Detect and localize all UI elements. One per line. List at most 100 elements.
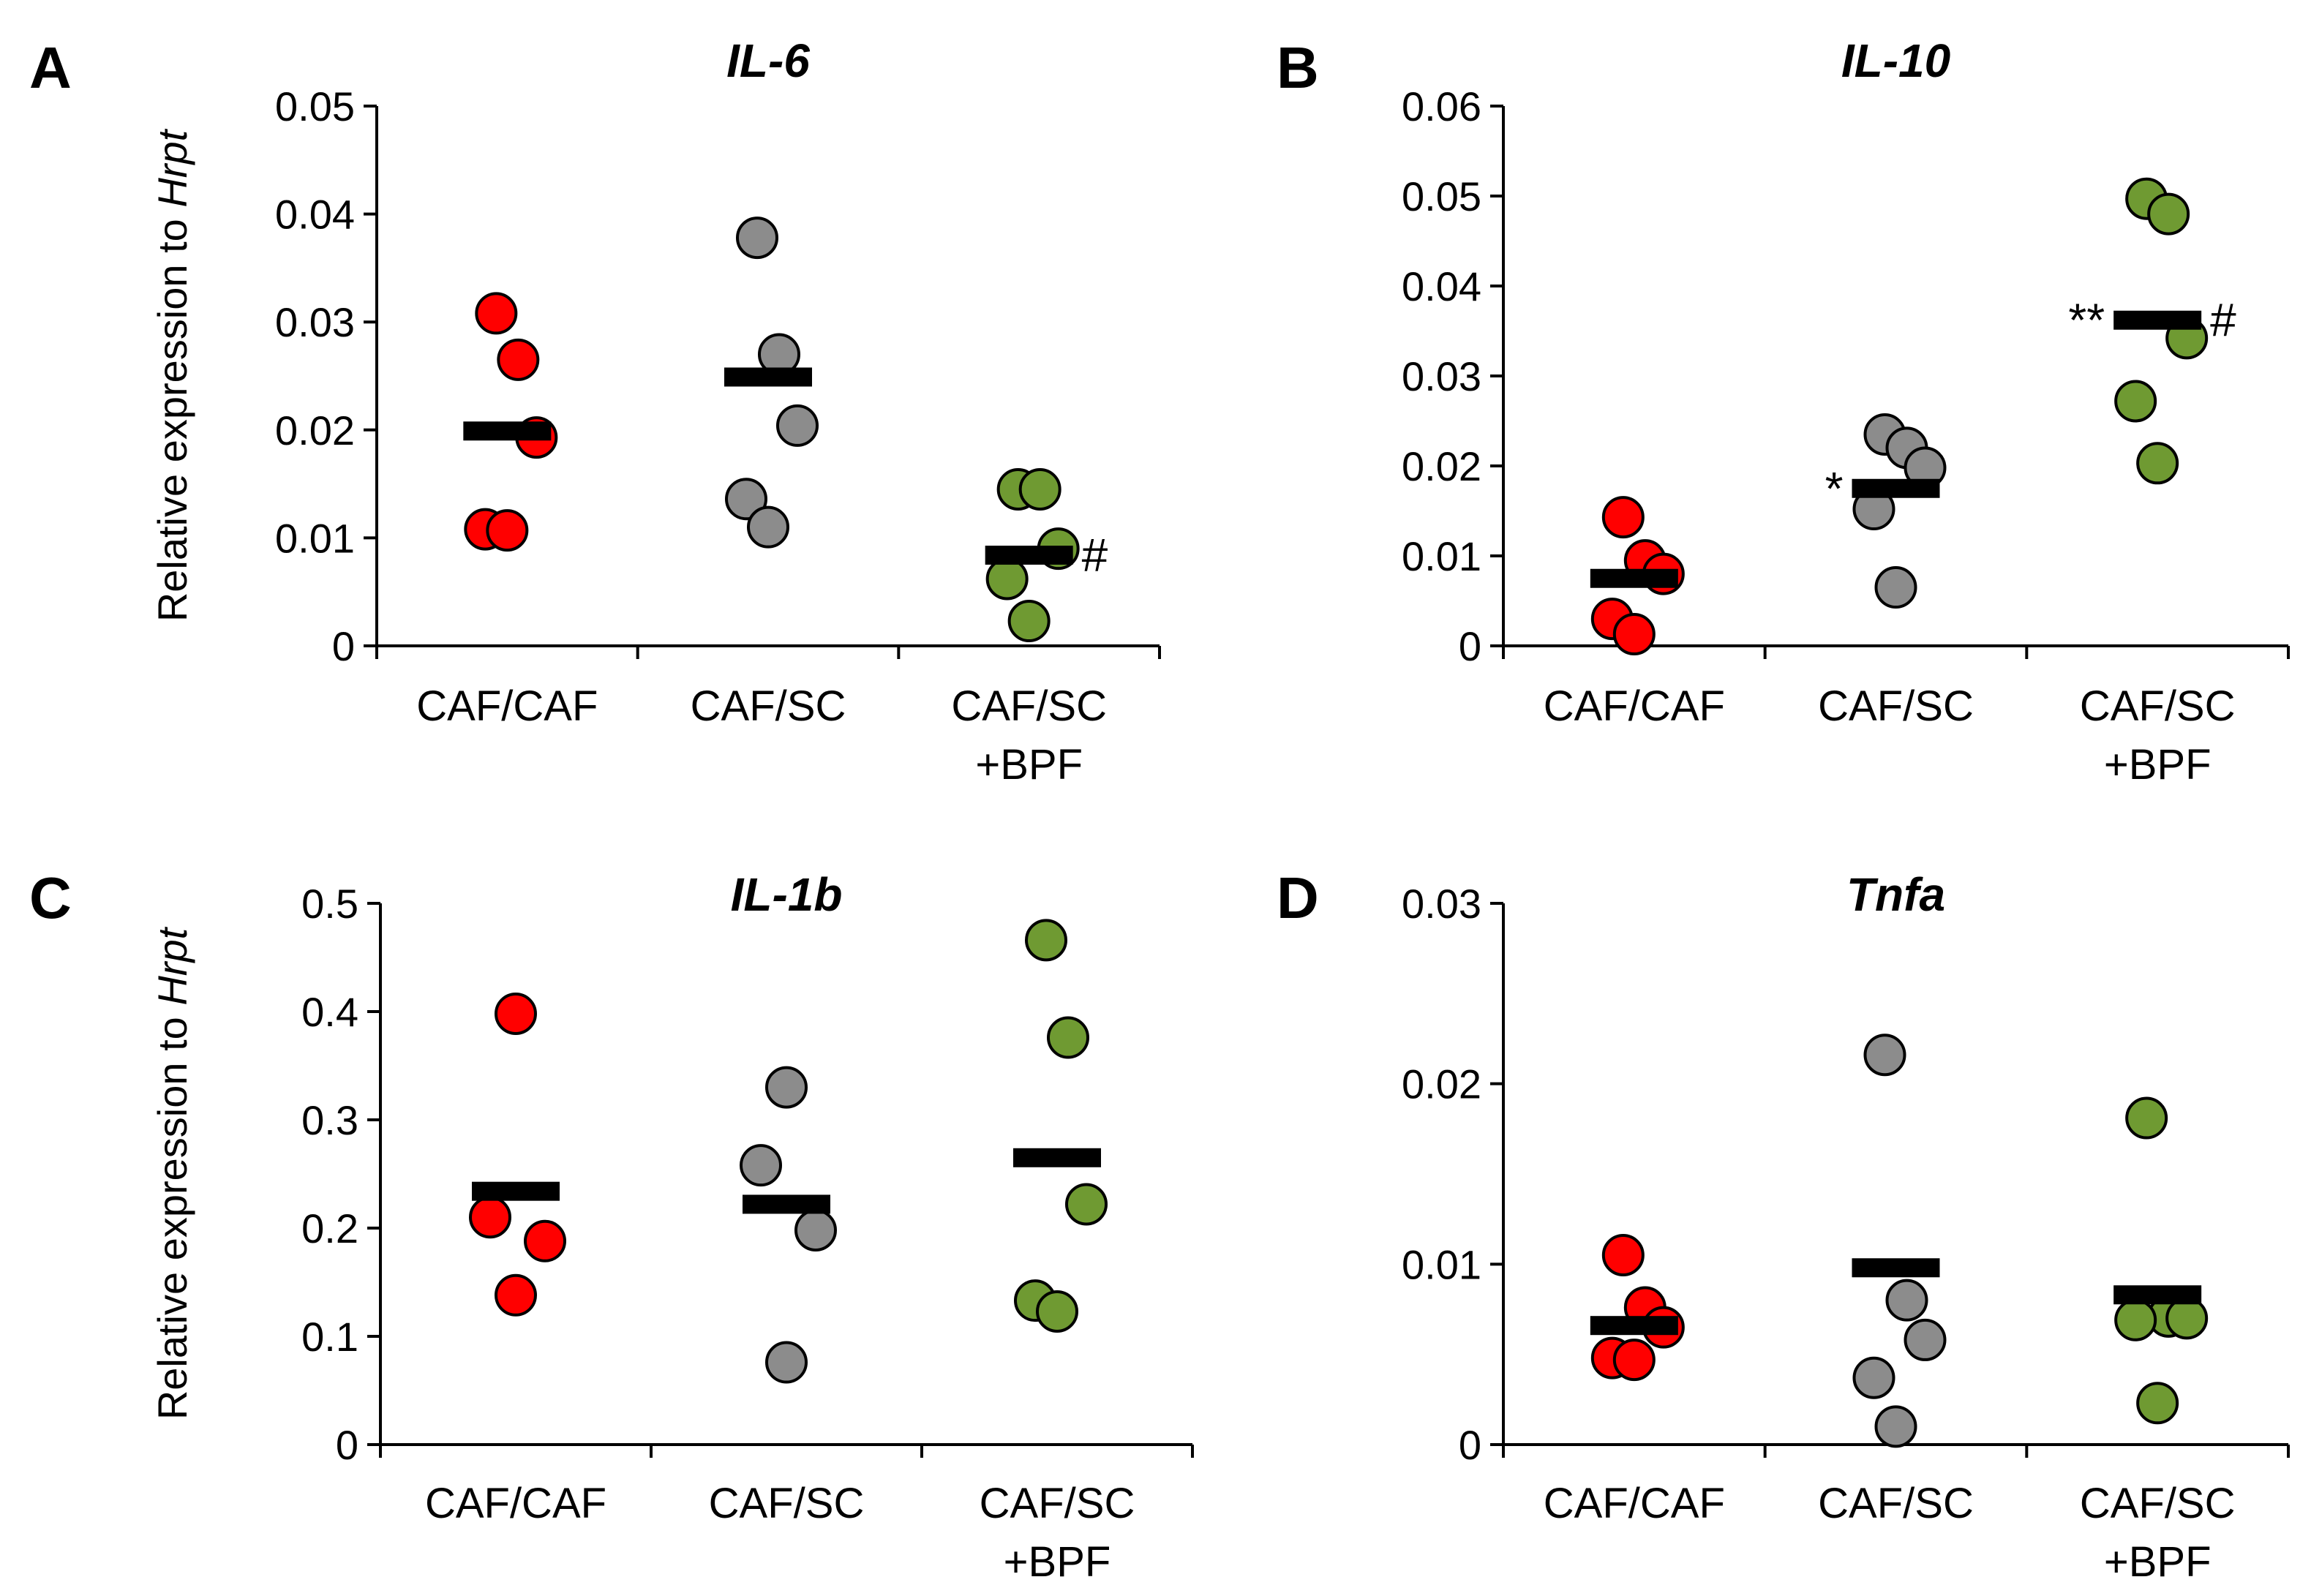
y-axis-label: Relative expression to Hrpt (149, 128, 195, 622)
x-tick-label: CAF/SC (980, 1480, 1135, 1527)
mean-bar (985, 546, 1073, 565)
mean-bar (1590, 568, 1678, 588)
data-point (1036, 1290, 1078, 1333)
y-tick-label: 0.02 (1402, 1061, 1481, 1107)
y-tick-label: 0.02 (1402, 443, 1481, 489)
data-point (765, 1341, 808, 1384)
significance-marker: ** (2068, 294, 2105, 347)
data-point (740, 1144, 782, 1187)
data-point (1601, 496, 1645, 539)
data-point (495, 992, 537, 1035)
data-point (2136, 1382, 2179, 1425)
mean-bar (463, 421, 552, 441)
x-tick-label: CAF/SC (1818, 1480, 1974, 1527)
x-tick-label: CAF/SC (951, 682, 1107, 730)
data-point (985, 557, 1029, 601)
data-point (486, 509, 529, 552)
x-tick-label: CAF/SC (2080, 1480, 2236, 1527)
y-tick-label: 0.5 (301, 881, 358, 927)
mean-bar (724, 367, 812, 387)
y-tick-label: 0.03 (1402, 881, 1481, 927)
y-tick-label: 0.2 (301, 1205, 358, 1251)
mean-bar (743, 1194, 830, 1214)
panel-letter: A (29, 35, 72, 100)
y-tick-label: 0.06 (1402, 83, 1481, 129)
y-tick-label: 0.04 (275, 192, 355, 238)
data-point (1863, 1034, 1906, 1077)
x-tick-label-line2: +BPF (2104, 741, 2212, 788)
data-point (475, 292, 518, 335)
y-tick-label: 0 (336, 1422, 358, 1468)
data-point (1874, 566, 1917, 609)
data-point (2114, 380, 2157, 423)
data-point (2165, 1297, 2209, 1340)
x-tick-label: CAF/CAF (1544, 682, 1725, 730)
y-tick-label: 0.02 (275, 407, 355, 453)
mean-bar (1013, 1148, 1101, 1167)
significance-marker: # (2210, 294, 2236, 347)
panel-letter: D (1277, 865, 1319, 930)
y-tick-label: 0.1 (301, 1314, 358, 1360)
x-tick-label: CAF/CAF (425, 1480, 606, 1527)
mean-bar (1852, 1258, 1940, 1278)
mean-bar (1590, 1316, 1678, 1336)
panel-d: D Tnfa 0 0.01 0.02 0.03 CAF/CAF CAF/SC CAF/SC +BP… (1277, 865, 2290, 1586)
data-point (2114, 1298, 2157, 1341)
x-tick-label: CAF/CAF (416, 682, 598, 730)
y-tick-label: 0.05 (275, 83, 355, 129)
data-point (747, 505, 789, 549)
y-tick-label: 0.4 (301, 989, 358, 1035)
data-point (2147, 192, 2190, 236)
panel-c: C IL-1b 0 0.1 0.2 0.3 0.4 0.5 CAF/CAF CAF/SC CAF/S… (29, 865, 1194, 1586)
data-point (497, 338, 540, 381)
y-tick-label: 0 (1459, 623, 1481, 669)
data-point (1612, 613, 1656, 656)
data-point (1065, 1183, 1108, 1226)
mean-bar (472, 1181, 560, 1201)
x-tick-label-line2: +BPF (2104, 1538, 2212, 1586)
y-tick-label: 0.01 (1402, 533, 1481, 579)
mean-bar (1852, 478, 1940, 498)
panel-letter: C (29, 865, 72, 930)
chart-title: IL-1b (731, 868, 843, 921)
data-point (1904, 1318, 1947, 1361)
significance-marker: # (1082, 529, 1108, 581)
x-tick-label: CAF/SC (691, 682, 846, 730)
y-tick-label: 0.04 (1402, 263, 1481, 309)
y-tick-label: 0.3 (301, 1097, 358, 1143)
x-tick-label: CAF/SC (1818, 682, 1974, 730)
y-tick-label: 0 (1459, 1422, 1481, 1468)
x-tick-label: CAF/CAF (1544, 1480, 1725, 1527)
data-point (2125, 1096, 2168, 1140)
data-point (495, 1273, 537, 1317)
panel-b: B IL-10 0 0.01 0.02 0.03 0.04 0.05 0.06 CAF/CAF CA… (1277, 34, 2290, 788)
y-tick-label: 0 (332, 623, 355, 669)
data-point (765, 1066, 808, 1109)
data-point (736, 217, 778, 260)
data-point (1601, 1234, 1645, 1276)
data-point (469, 1196, 511, 1239)
panel-a: A IL-6 0 0.01 0.02 0.03 0.04 0.05 CAF/CAF CAF/SC C… (29, 34, 1161, 788)
chart-title: IL-10 (1841, 34, 1950, 87)
mean-bar (2113, 310, 2202, 330)
data-point (1874, 1405, 1917, 1448)
y-tick-label: 0.05 (1402, 173, 1481, 219)
y-tick-label: 0.03 (275, 299, 355, 345)
x-tick-label-line2: +BPF (975, 741, 1083, 788)
data-point (1018, 467, 1061, 511)
x-tick-label: CAF/SC (2080, 682, 2236, 730)
chart-title: Tnfa (1846, 868, 1945, 921)
chart-title: IL-6 (726, 34, 810, 87)
y-tick-label: 0.01 (275, 515, 355, 561)
data-point (1885, 1279, 1928, 1322)
x-tick-label: CAF/SC (709, 1480, 865, 1527)
data-point (776, 404, 819, 447)
data-point (524, 1219, 566, 1262)
y-axis-label: Relative expression to Hrpt (149, 926, 195, 1420)
significance-marker: * (1825, 462, 1844, 515)
panel-letter: B (1277, 35, 1319, 100)
data-point (794, 1208, 837, 1251)
data-point (725, 478, 767, 521)
x-tick-label-line2: +BPF (1004, 1538, 1111, 1586)
